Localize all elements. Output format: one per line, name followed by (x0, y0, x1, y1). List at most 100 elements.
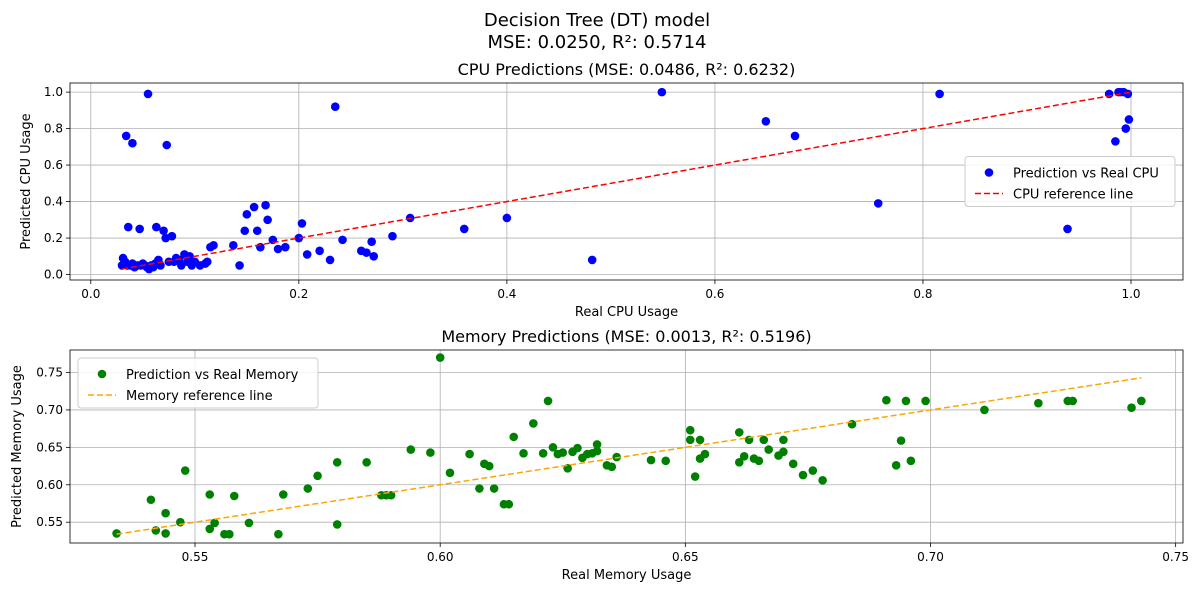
scatter-point (121, 131, 131, 141)
scatter-point (504, 499, 514, 509)
scatter-point (548, 443, 558, 452)
scatter-point (896, 436, 906, 445)
scatter-point (278, 490, 288, 499)
x-tick-label: 0.70 (917, 550, 944, 564)
scatter-point (685, 425, 695, 435)
x-tick-label: 0.60 (427, 550, 454, 564)
y-axis-label: Predicted Memory Usage (10, 365, 25, 528)
legend-marker-swatch (984, 168, 994, 177)
scatter-point (529, 419, 538, 428)
scatter-point (1034, 398, 1043, 408)
scatter-point (252, 226, 262, 236)
scatter-point (1111, 137, 1120, 146)
x-tick-label: 0.8 (913, 287, 932, 301)
scatter-point (229, 491, 239, 501)
scatter-point (294, 233, 304, 243)
x-tick-label: 0.65 (672, 550, 699, 564)
scatter-point (873, 199, 883, 208)
axes-frame (69, 82, 1184, 281)
scatter-point (388, 231, 397, 241)
scatter-point (1063, 224, 1072, 234)
x-tick-label: 1.0 (1121, 287, 1140, 301)
scatter-point (764, 445, 773, 454)
scatter-point (759, 435, 769, 445)
scatter-point (509, 432, 519, 442)
scatter-point (779, 447, 788, 457)
cpu-predictions-panel: 0.0 0.2 0.4 0.6 0.8 1.0 0.0 0.2 0.4 0.6 0.8 1.0 CPU … (19, 60, 1184, 320)
scatter-point (362, 248, 371, 257)
scatter-point (489, 484, 499, 493)
x-tick-label: 0.6 (705, 287, 724, 301)
legend-label: Prediction vs Real CPU (1013, 167, 1159, 182)
axes-frame (69, 349, 1184, 544)
scatter-point (143, 89, 153, 99)
y-tick-label: 0.55 (36, 515, 63, 529)
scatter-point (558, 448, 568, 457)
scatter-point (315, 246, 324, 256)
legend-box (77, 357, 319, 409)
legend-label: Prediction vs Real Memory (126, 368, 299, 383)
scatter-point (225, 529, 234, 539)
scatter-point (435, 353, 445, 362)
scatter-point (1123, 89, 1133, 99)
axes-title: Memory Predictions (MSE: 0.0013, R²: 0.5… (441, 327, 811, 346)
scatter-point (779, 435, 788, 445)
scatter-point (205, 490, 215, 499)
scatter-point (700, 449, 710, 459)
x-tick-label: 0.75 (1162, 550, 1189, 564)
scatter-point (465, 449, 474, 459)
scatter-point (1124, 115, 1134, 124)
scatter-point (661, 456, 671, 466)
scatter-point (690, 472, 700, 481)
x-axis-label: Real CPU Usage (575, 305, 678, 320)
y-tick-label: 0.60 (36, 478, 63, 492)
y-tick-label: 0.8 (44, 122, 63, 136)
scatter-point (906, 456, 916, 466)
scatter-point (151, 526, 161, 535)
scatter-point (484, 461, 494, 471)
scatter-point (203, 257, 212, 267)
scatter-point (159, 226, 168, 236)
x-tick-label: 0.2 (289, 287, 308, 301)
scatter-point (882, 395, 891, 405)
scatter-point (754, 456, 764, 466)
x-axis-label: Real Memory Usage (562, 568, 692, 583)
y-axis-label: Predicted CPU Usage (19, 113, 34, 249)
scatter-point (891, 461, 901, 470)
legend-label: Memory reference line (126, 389, 273, 404)
scatter-point (426, 448, 435, 457)
scatter-point (302, 250, 312, 259)
scatter-point (274, 529, 283, 539)
scatter-point (303, 484, 313, 493)
scatter-point (459, 224, 469, 234)
scatter-point (176, 517, 185, 527)
y-tick-label: 0.65 (36, 440, 63, 454)
scatter-point (901, 396, 911, 406)
y-tick-label: 1.0 (44, 85, 63, 99)
scatter-point (798, 470, 808, 480)
scatter-point (646, 455, 656, 465)
scatter-point (538, 449, 548, 458)
scatter-point (263, 215, 272, 225)
scatter-point (1121, 124, 1131, 133)
x-tick-label: 0.0 (81, 287, 100, 301)
scatter-point (369, 251, 379, 261)
scatter-point (273, 244, 283, 254)
scatter-point (297, 219, 307, 228)
scatter-point (123, 222, 133, 232)
scatter-point (592, 446, 602, 456)
scatter-point (1068, 396, 1077, 406)
y-tick-label: 0.4 (44, 195, 63, 209)
scatter-point (818, 475, 827, 485)
scatter-point (338, 235, 347, 245)
scatter-point (362, 458, 371, 467)
memory-predictions-panel: 0.55 0.60 0.65 0.70 0.75 0.55 0.60 0.65 0.70 0.75… (10, 327, 1189, 583)
scatter-point (261, 200, 270, 210)
scatter-point (161, 529, 170, 538)
scatter-point (445, 468, 455, 478)
scatter-point (161, 508, 170, 518)
scatter-point (313, 471, 322, 481)
scatter-point (921, 396, 930, 406)
scatter-point (332, 520, 342, 529)
